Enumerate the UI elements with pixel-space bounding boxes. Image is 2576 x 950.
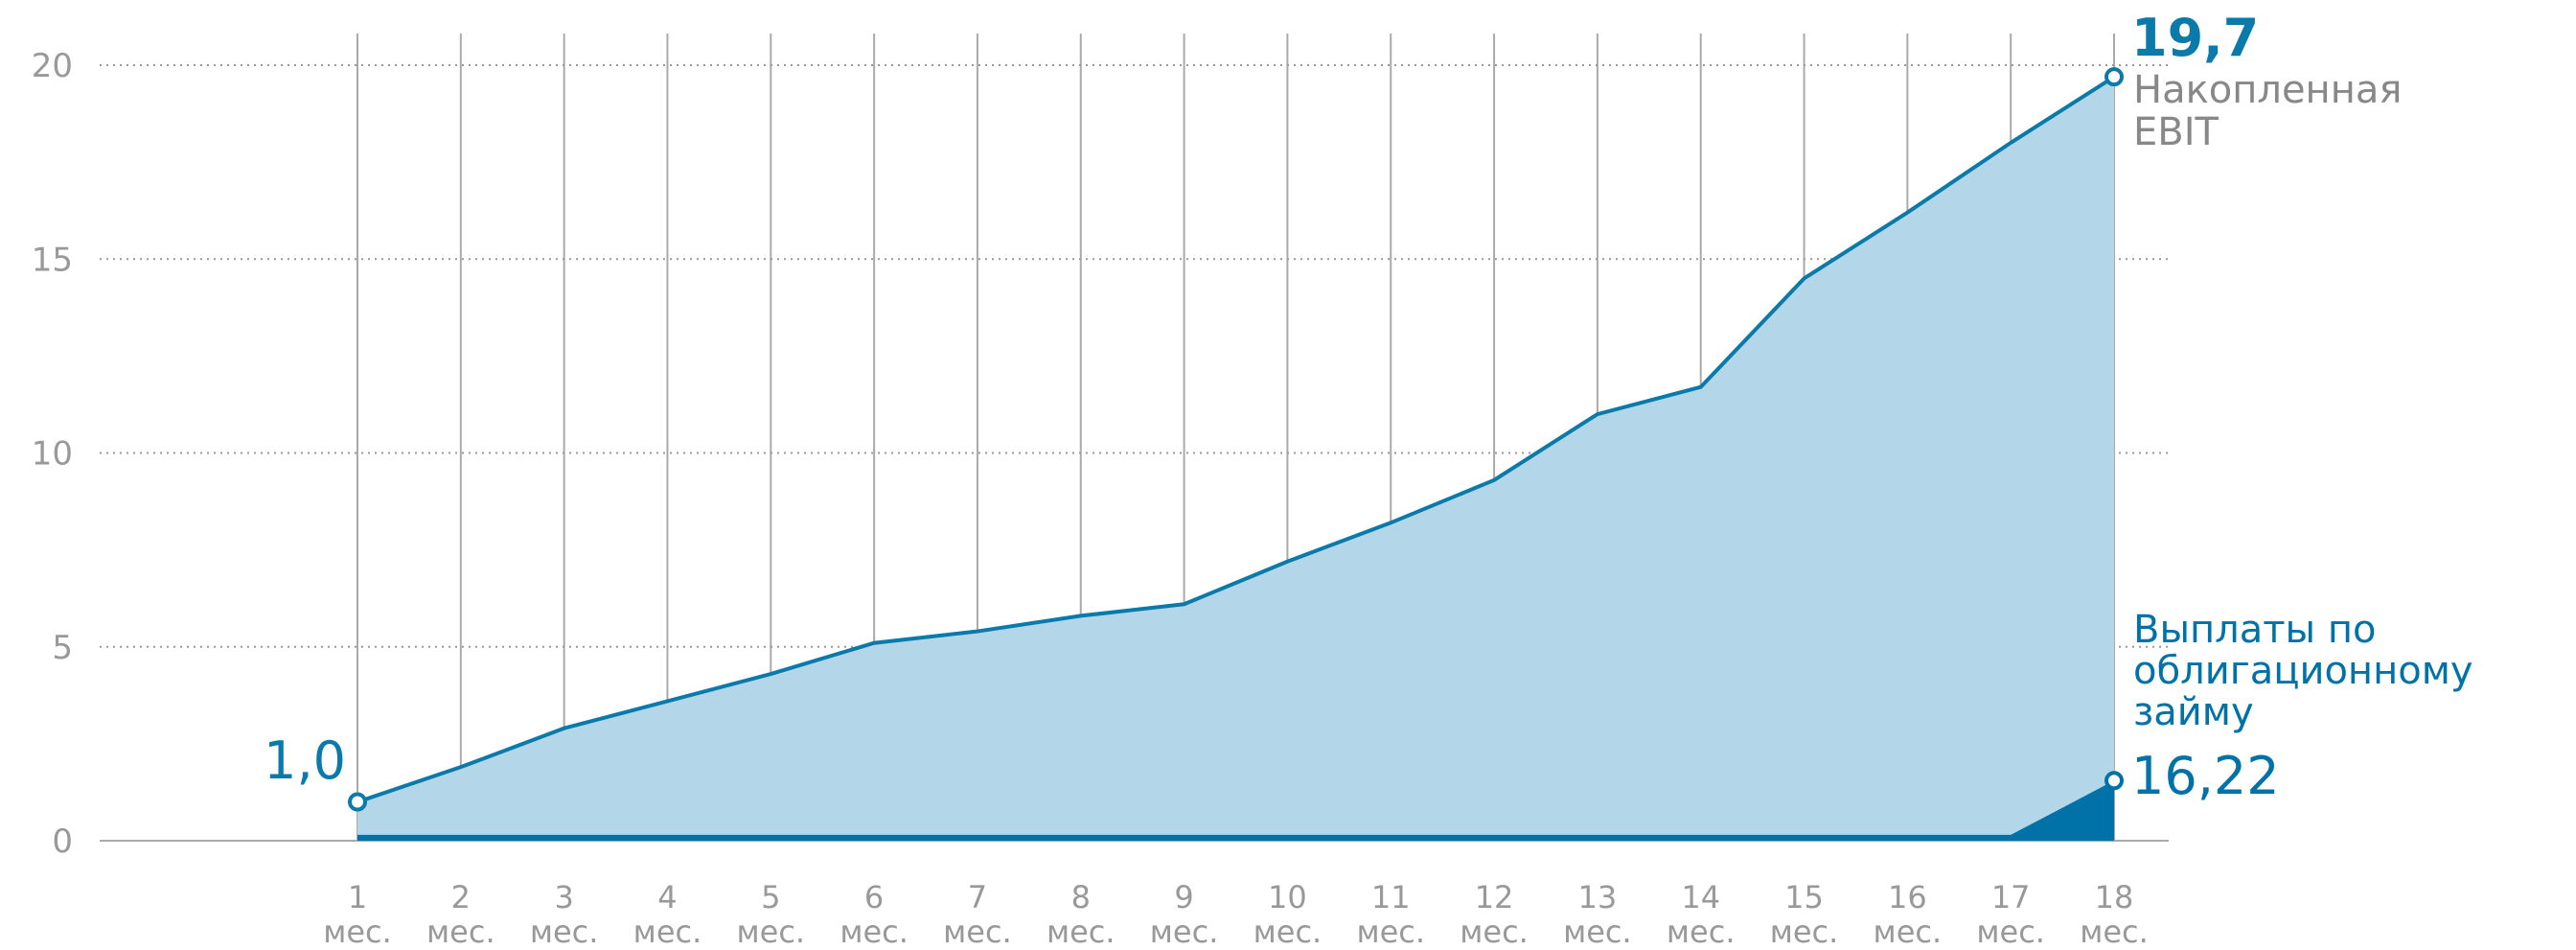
series-label: Выплаты по облигационному займу <box>2133 608 2473 734</box>
x-tick-label: 12 мес. <box>1460 879 1529 950</box>
x-tick-label: 9 мес. <box>1149 879 1219 950</box>
point-marker <box>2104 771 2124 791</box>
x-tick-label: 6 мес. <box>840 879 908 950</box>
y-tick-label: 10 <box>32 435 73 474</box>
y-tick-label: 5 <box>52 629 73 667</box>
x-tick-label: 10 мес. <box>1253 879 1322 950</box>
y-tick-label: 20 <box>32 47 73 85</box>
x-tick-label: 16 мес. <box>1873 879 1943 950</box>
area <box>357 77 2114 841</box>
x-tick-label: 7 мес. <box>943 879 1012 950</box>
y-tick-label: 15 <box>32 241 73 279</box>
x-tick-label: 4 мес. <box>632 879 702 950</box>
line <box>356 75 2116 804</box>
value-label: 19,7 <box>2131 8 2260 68</box>
x-tick-label: 3 мес. <box>529 879 599 950</box>
x-tick-label: 11 мес. <box>1356 879 1426 950</box>
x-tick-label: 14 мес. <box>1666 879 1736 950</box>
x-tick-label: 2 мес. <box>426 879 495 950</box>
x-tick-label: 1 мес. <box>323 879 392 950</box>
y-tick-label: 0 <box>52 823 73 861</box>
x-tick-label: 15 мес. <box>1769 879 1839 950</box>
x-tick-label: 13 мес. <box>1563 879 1632 950</box>
x-tick-label: 8 мес. <box>1046 879 1116 950</box>
point-marker <box>2104 67 2124 87</box>
annotation: 16,22 <box>2131 746 2280 807</box>
x-tick-label: 17 мес. <box>1976 879 2045 950</box>
point-marker <box>348 792 367 812</box>
x-tick-label: 5 мес. <box>736 879 806 950</box>
x-tick-label: 18 мес. <box>2080 879 2149 950</box>
value-label: 1,0 <box>264 730 346 791</box>
series-label: Накопленная EBIT <box>2133 68 2403 154</box>
